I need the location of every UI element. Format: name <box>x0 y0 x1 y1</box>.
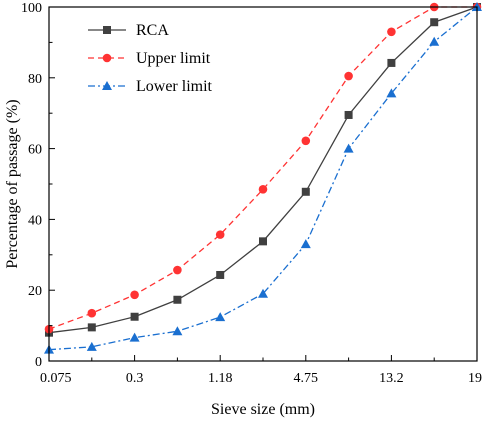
x-tick-label: 19 <box>468 371 482 386</box>
legend-label: RCA <box>136 22 169 39</box>
data-point <box>130 290 139 300</box>
legend-item: RCA <box>88 22 169 39</box>
data-point <box>215 312 226 322</box>
data-point <box>300 239 311 249</box>
legend-item: Upper limit <box>88 50 211 67</box>
legend-label: Upper limit <box>136 50 211 67</box>
data-point <box>387 58 396 67</box>
x-tick-label: 0.3 <box>126 371 144 386</box>
data-point <box>173 295 182 304</box>
y-tick-label: 100 <box>21 1 42 16</box>
series-line <box>48 6 478 334</box>
legend: RCA Upper limit Lower limit <box>88 22 213 95</box>
data-point <box>215 230 225 239</box>
data-point <box>172 326 183 336</box>
x-tick-label: 13.2 <box>379 371 404 386</box>
y-axis-title: Percentage of passage (%) <box>4 99 21 268</box>
data-point <box>429 36 440 46</box>
plot-area-frame <box>48 6 478 362</box>
data-point <box>387 27 396 37</box>
y-tick-label: 40 <box>28 213 42 228</box>
data-point <box>343 143 354 153</box>
series-line <box>48 6 478 351</box>
data-point <box>258 288 268 298</box>
x-tick-label: 0.075 <box>40 371 72 386</box>
data-point <box>344 71 353 81</box>
legend-marker <box>102 81 112 90</box>
data-point <box>87 323 96 332</box>
data-point <box>301 136 311 146</box>
x-tick-label: 4.75 <box>294 371 319 386</box>
y-tick-label: 60 <box>28 143 42 158</box>
data-point <box>173 265 182 275</box>
x-axis-title: Sieve size (mm) <box>211 401 315 418</box>
legend-label: Lower limit <box>136 78 213 95</box>
data-point <box>216 270 225 279</box>
data-point <box>86 341 97 351</box>
data-point <box>129 332 140 342</box>
series-line <box>48 6 477 330</box>
y-tick-label: 20 <box>28 284 42 299</box>
data-point <box>386 88 397 98</box>
data-point <box>259 237 267 246</box>
data-point <box>130 312 139 321</box>
data-point <box>258 185 268 194</box>
data-point <box>87 308 97 318</box>
y-tick-label: 0 <box>35 355 42 370</box>
y-tick-label: 80 <box>28 72 42 87</box>
legend-marker <box>102 53 112 63</box>
series-upper-limit <box>44 2 482 334</box>
legend-item: Lower limit <box>88 78 213 95</box>
data-point <box>344 110 353 119</box>
x-tick-label: 1.18 <box>208 371 233 386</box>
series-rca <box>45 3 481 337</box>
legend-marker <box>103 26 111 34</box>
data-point <box>430 18 439 27</box>
data-point <box>301 187 310 196</box>
axis-ticks: 0 20 40 60 80 100 0.075 0.3 1.18 4.75 13.2 19 <box>21 1 482 386</box>
